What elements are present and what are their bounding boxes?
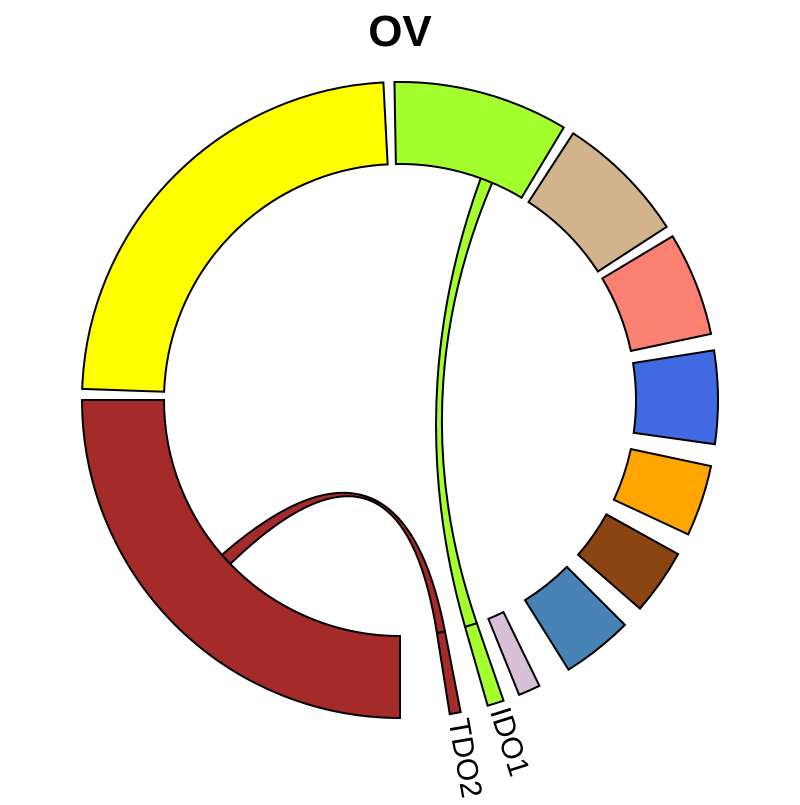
chord-sector-5 [600, 234, 713, 353]
sector-label-ido1: IDO1 [483, 704, 536, 781]
chord-sector-3 [393, 81, 566, 200]
chord-sector-6 [631, 349, 719, 446]
chord-sector-11 [463, 621, 505, 707]
sector-layer [80, 81, 719, 720]
chord-link-1 [435, 176, 494, 629]
chord-sector-9 [523, 565, 627, 672]
sector-label-tdo2: TDO2 [442, 716, 488, 800]
link-layer [220, 176, 494, 635]
chord-sector-4 [527, 131, 669, 273]
chart-title: OV [368, 7, 432, 56]
chord-sector-1 [80, 399, 401, 720]
chord-sector-10 [487, 610, 541, 697]
chord-sector-12 [435, 630, 462, 716]
chord-sector-8 [576, 513, 680, 611]
chord-sector-7 [612, 447, 713, 536]
chord-sector-2 [81, 81, 389, 393]
